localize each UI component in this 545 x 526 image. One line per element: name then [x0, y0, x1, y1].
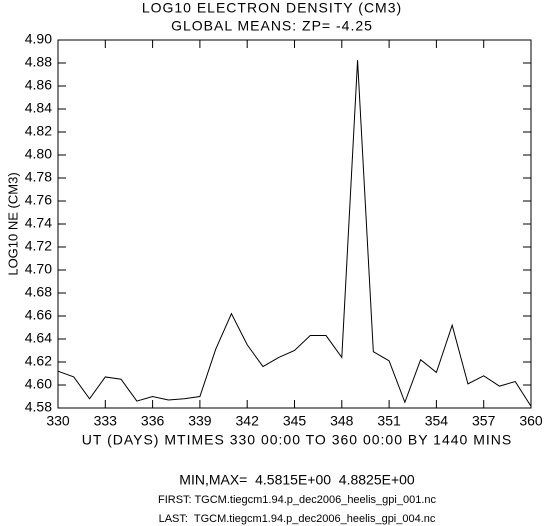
- y-tick-label: 4.84: [25, 100, 52, 116]
- annotation: FIRST: TGCM.tiegcm1.94.p_dec2006_heelis_…: [158, 494, 437, 506]
- x-tick-label: 348: [330, 413, 354, 429]
- y-tick-label: 4.82: [25, 123, 52, 139]
- annotation: MIN,MAX= 4.5815E+00 4.8825E+00: [179, 472, 415, 488]
- x-tick-label: 357: [472, 413, 496, 429]
- chart-subtitle: GLOBAL MEANS: ZP= -4.25: [171, 18, 373, 34]
- y-tick-label: 4.64: [25, 330, 52, 346]
- y-tick-label: 4.58: [25, 399, 52, 415]
- y-tick-label: 4.68: [25, 284, 52, 300]
- x-tick-label: 342: [236, 413, 260, 429]
- data-line: [57, 60, 532, 407]
- annotation: LAST: TGCM.tiegcm1.94.p_dec2006_heelis_g…: [159, 513, 436, 525]
- x-axis-label: UT (DAYS) MTIMES 330 00:00 TO 360 00:00 …: [82, 432, 512, 448]
- y-tick-label: 4.90: [25, 31, 52, 47]
- x-tick-label: 330: [46, 413, 70, 429]
- y-tick-label: 4.88: [25, 54, 52, 70]
- chart-title: LOG10 ELECTRON DENSITY (CM3): [142, 0, 402, 16]
- x-tick-label: 354: [425, 413, 449, 429]
- x-tick-label: 360: [519, 413, 543, 429]
- x-tick-label: 351: [377, 413, 401, 429]
- x-tick-label: 339: [188, 413, 212, 429]
- x-tick-label: 333: [94, 413, 118, 429]
- y-tick-label: 4.70: [25, 261, 52, 277]
- y-tick-label: 4.60: [25, 376, 52, 392]
- y-tick-label: 4.80: [25, 146, 52, 162]
- y-tick-label: 4.72: [25, 238, 52, 254]
- y-tick-label: 4.74: [25, 215, 52, 231]
- x-tick-label: 345: [283, 413, 307, 429]
- x-tick-label: 336: [141, 413, 165, 429]
- y-tick-label: 4.76: [25, 192, 52, 208]
- y-tick-label: 4.86: [25, 77, 52, 93]
- y-tick-label: 4.78: [25, 169, 52, 185]
- y-axis-label: LOG10 NE (CM3): [5, 172, 20, 275]
- y-tick-label: 4.62: [25, 353, 52, 369]
- y-tick-label: 4.66: [25, 307, 52, 323]
